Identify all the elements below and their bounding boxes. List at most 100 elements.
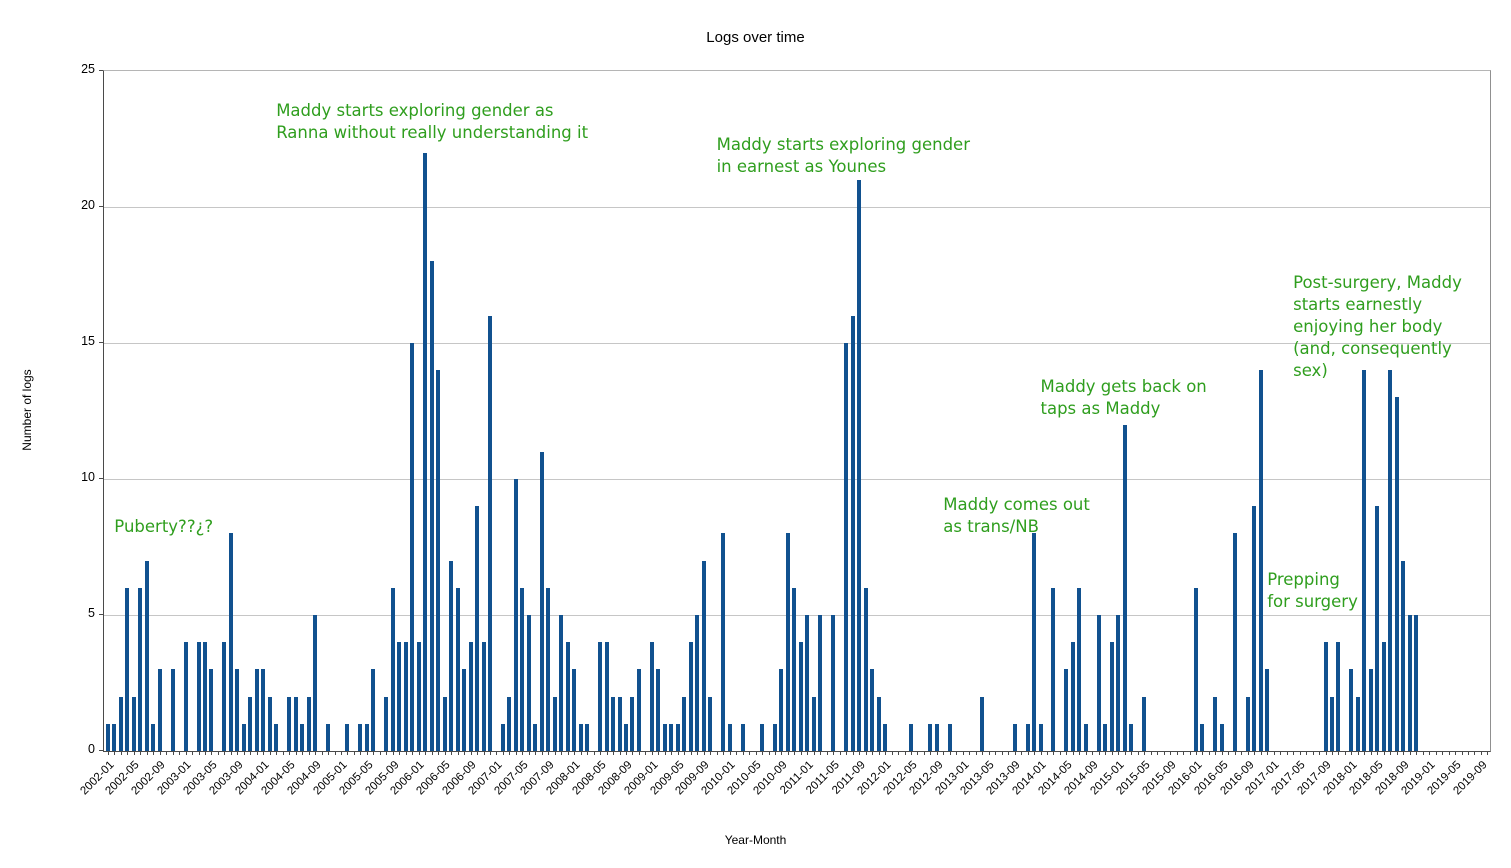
x-tick — [684, 751, 686, 755]
bar — [1414, 615, 1419, 751]
x-tick — [159, 751, 161, 755]
bar — [617, 697, 622, 751]
x-tick — [295, 751, 297, 755]
x-tick — [477, 751, 478, 755]
bar — [695, 615, 700, 751]
annotation-prepping: Prepping for surgery — [1267, 569, 1358, 611]
bar — [429, 261, 434, 751]
x-tick — [982, 751, 984, 755]
bar — [947, 724, 952, 751]
bar — [785, 533, 790, 751]
bar — [228, 533, 233, 751]
x-tick — [975, 751, 977, 755]
bar — [1064, 669, 1069, 751]
x-tick — [1383, 751, 1385, 755]
bar — [727, 724, 732, 751]
x-tick — [256, 751, 258, 755]
bar — [740, 724, 745, 751]
bar — [1051, 588, 1056, 751]
x-tick — [1455, 751, 1456, 755]
bar — [112, 724, 117, 751]
x-tick — [1267, 751, 1269, 755]
x-tick — [496, 751, 498, 755]
x-tick — [438, 751, 440, 755]
x-tick — [1344, 751, 1346, 755]
x-tick — [658, 751, 660, 755]
x-tick — [1098, 751, 1100, 755]
x-tick — [956, 751, 958, 755]
bar — [630, 697, 635, 751]
x-tick — [1377, 751, 1379, 755]
gridline — [104, 343, 1490, 344]
x-tick — [813, 751, 815, 755]
bar — [468, 642, 473, 751]
x-tick — [217, 751, 219, 755]
x-tick — [425, 751, 427, 755]
bar — [151, 724, 156, 751]
x-tick — [574, 751, 576, 755]
x-tick — [1273, 751, 1275, 755]
bar — [203, 642, 207, 751]
bar — [403, 642, 408, 751]
bar — [805, 615, 810, 751]
x-tick — [341, 751, 342, 755]
bar — [125, 588, 130, 751]
x-tick — [613, 751, 614, 755]
bar — [1362, 370, 1367, 751]
bar — [183, 642, 188, 751]
bar — [455, 588, 460, 751]
x-tick — [1014, 751, 1016, 755]
x-axis-title: Year-Month — [724, 833, 787, 847]
x-tick — [1170, 751, 1171, 755]
x-tick — [1105, 751, 1107, 755]
y-tick — [99, 749, 103, 751]
x-tick — [1332, 751, 1333, 755]
x-tick — [580, 751, 582, 755]
bar — [131, 697, 136, 751]
x-tick — [1487, 751, 1489, 755]
x-tick — [962, 751, 964, 755]
x-tick — [1047, 751, 1048, 755]
x-tick — [1053, 751, 1055, 755]
x-tick — [1124, 751, 1126, 755]
bar — [118, 697, 123, 751]
x-tick — [904, 751, 906, 755]
bar — [300, 724, 305, 751]
x-tick — [399, 751, 401, 755]
bar — [539, 452, 544, 751]
x-tick — [1422, 751, 1424, 755]
bar — [326, 724, 330, 751]
bar — [410, 343, 415, 751]
bar — [870, 669, 875, 751]
bar — [1122, 425, 1127, 751]
bar — [358, 724, 363, 751]
bar — [481, 642, 486, 751]
y-tick-label: 20 — [81, 198, 95, 212]
x-tick — [1254, 751, 1256, 755]
x-tick — [878, 751, 880, 755]
x-tick — [1189, 751, 1191, 755]
y-tick-label: 15 — [81, 334, 95, 348]
x-tick — [774, 751, 776, 755]
x-tick — [1280, 751, 1282, 755]
y-tick — [99, 341, 103, 343]
x-tick — [729, 751, 731, 755]
y-tick — [99, 205, 103, 207]
x-tick — [289, 751, 291, 755]
x-tick — [192, 751, 193, 755]
x-tick — [153, 751, 155, 755]
bar — [462, 669, 466, 751]
x-tick — [716, 751, 718, 755]
bar — [287, 697, 292, 751]
x-tick — [509, 751, 511, 755]
x-tick — [638, 751, 640, 755]
bar — [1355, 697, 1360, 751]
gridline — [104, 207, 1490, 208]
x-tick — [651, 751, 653, 755]
x-tick — [205, 751, 206, 755]
x-tick — [1293, 751, 1295, 755]
bar — [636, 669, 641, 751]
x-tick — [1221, 751, 1223, 755]
x-tick — [703, 751, 705, 755]
